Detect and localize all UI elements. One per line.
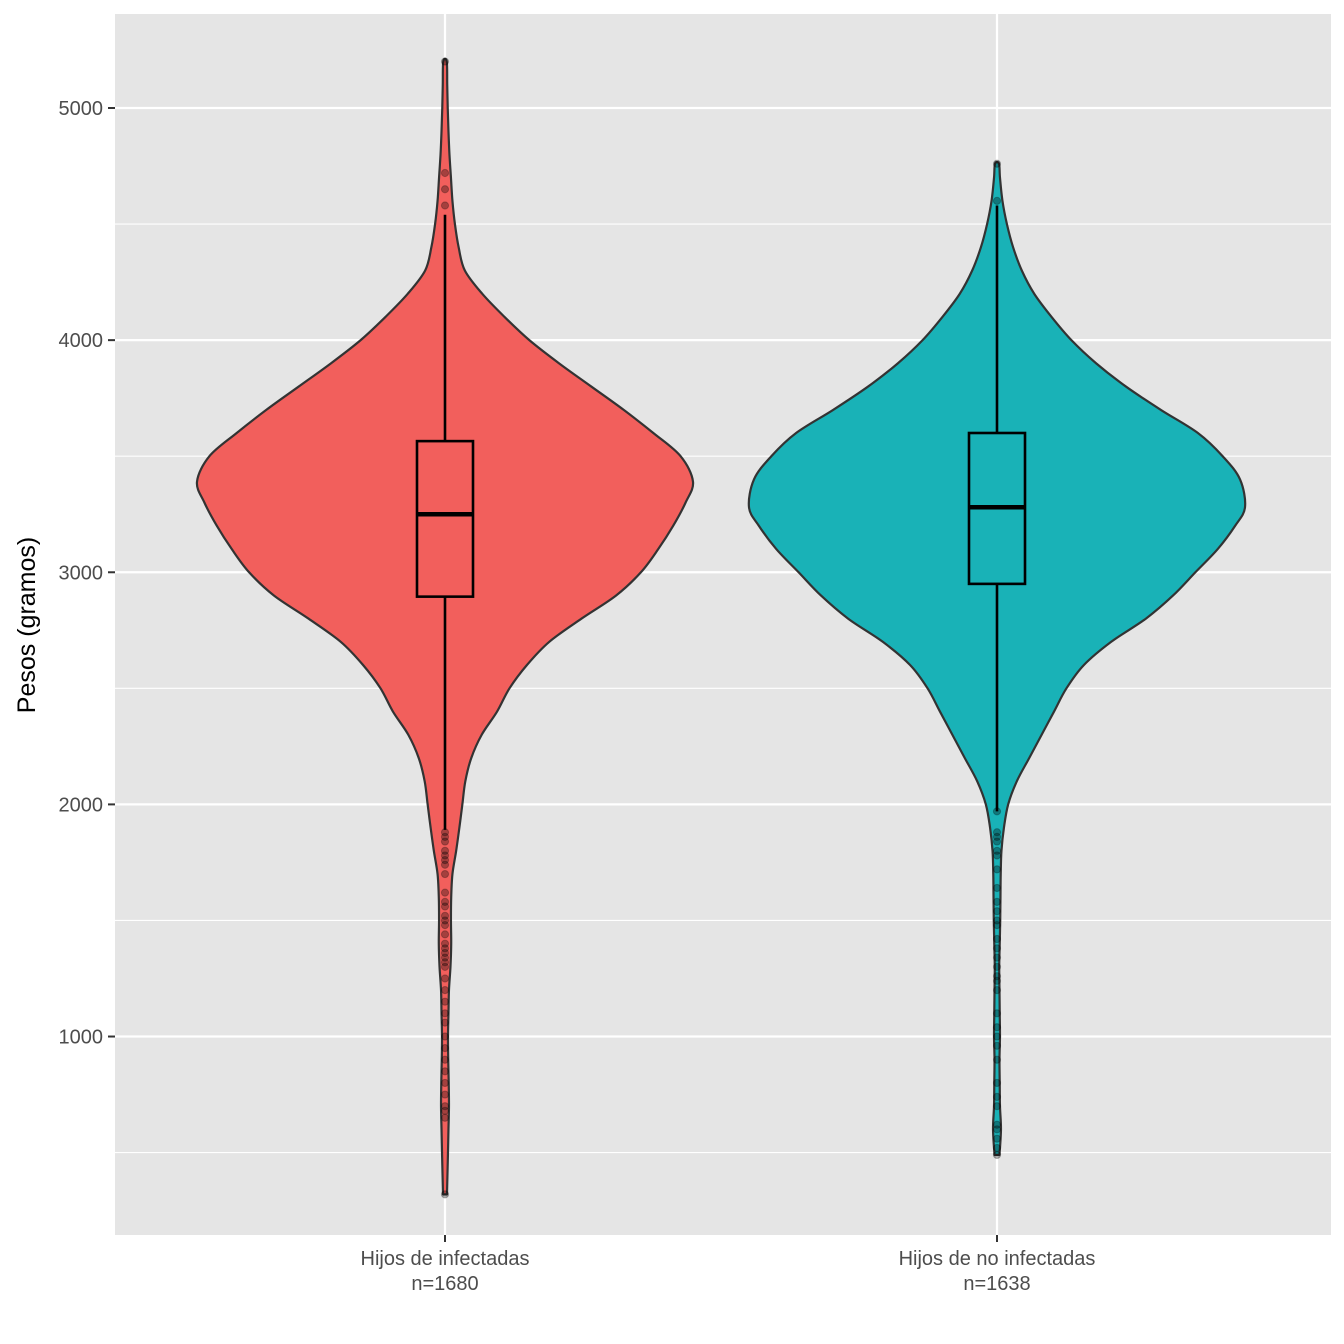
data-point (440, 974, 450, 983)
data-point (992, 1032, 1002, 1041)
data-point (440, 57, 450, 66)
y-axis: 1000 2000 3000 4000 5000 (59, 98, 115, 1049)
data-point (992, 916, 1002, 925)
data-point (992, 883, 1002, 893)
violin-group (747, 159, 1247, 1160)
data-point (992, 1092, 1002, 1101)
data-point (992, 807, 1002, 816)
data-point (440, 897, 450, 906)
data-point (992, 1120, 1002, 1129)
data-point (440, 1055, 450, 1064)
data-point (992, 1055, 1002, 1064)
data-point (440, 860, 450, 869)
data-point (440, 168, 450, 178)
data-point (440, 986, 450, 995)
data-point (992, 944, 1002, 953)
data-point (992, 976, 1002, 985)
data-point (440, 846, 450, 855)
data-point (992, 828, 1002, 837)
data-point (992, 196, 1002, 205)
data-point (440, 1078, 450, 1088)
violins (195, 57, 1247, 1199)
data-point (992, 865, 1002, 874)
data-point (440, 832, 450, 841)
plot-panel (115, 14, 1331, 1235)
data-point (440, 916, 450, 925)
x-tick-label: Hijos de infectadas (361, 1248, 530, 1270)
data-point (992, 972, 1002, 981)
y-tick-label: 4000 (59, 330, 104, 352)
data-point (992, 846, 1002, 855)
data-point (992, 1023, 1002, 1032)
data-point (440, 888, 450, 897)
data-point (992, 962, 1002, 971)
x-axis: Hijos de infectadas n=1680 Hijos de no inf… (361, 1235, 1096, 1295)
data-point (440, 911, 450, 920)
data-point (440, 948, 450, 958)
data-point (440, 939, 450, 948)
y-tick-label: 3000 (59, 562, 104, 584)
data-point (992, 159, 1002, 168)
data-point (992, 921, 1002, 930)
data-point (992, 1125, 1002, 1134)
data-point (440, 201, 450, 210)
data-point (992, 897, 1002, 906)
data-point (992, 1102, 1002, 1111)
data-point (992, 1150, 1002, 1160)
data-point (440, 1018, 450, 1027)
data-point (440, 944, 450, 953)
data-point (440, 962, 450, 971)
data-point (440, 1009, 450, 1018)
data-point (440, 851, 450, 860)
data-point (440, 185, 450, 194)
data-point (992, 986, 1002, 995)
data-point (992, 953, 1002, 962)
data-point (992, 907, 1002, 916)
data-point (440, 902, 450, 911)
data-point (992, 1134, 1002, 1143)
iqr-box (415, 439, 475, 598)
data-point (992, 832, 1002, 841)
data-point (440, 1102, 450, 1111)
data-point (440, 1044, 450, 1053)
y-tick-label: 5000 (59, 98, 104, 120)
y-axis-title: Pesos (gramos) (13, 537, 41, 713)
data-point (440, 1032, 450, 1041)
data-point (992, 837, 1002, 846)
data-point (440, 1190, 450, 1199)
data-point (440, 958, 450, 967)
x-count-label: n=1638 (963, 1273, 1030, 1295)
data-point (992, 1041, 1002, 1050)
data-point (440, 1113, 450, 1122)
data-point (440, 1090, 450, 1099)
y-tick-label: 1000 (59, 1027, 104, 1049)
data-point (440, 930, 450, 939)
data-point (992, 1009, 1002, 1018)
x-count-label: n=1680 (411, 1273, 478, 1295)
x-tick-label: Hijos de no infectadas (899, 1248, 1096, 1270)
data-point (992, 851, 1002, 860)
data-point (992, 1078, 1002, 1088)
data-point (440, 869, 450, 879)
data-point (440, 997, 450, 1006)
data-point (440, 1067, 450, 1076)
data-point (440, 921, 450, 930)
data-point (440, 828, 450, 837)
y-tick-label: 2000 (59, 794, 104, 816)
data-point (440, 953, 450, 962)
data-point (992, 934, 1002, 944)
data-point (440, 837, 450, 846)
data-point (440, 856, 450, 865)
data-point (440, 1106, 450, 1115)
violin-group (195, 57, 695, 1199)
data-point (992, 1143, 1002, 1153)
